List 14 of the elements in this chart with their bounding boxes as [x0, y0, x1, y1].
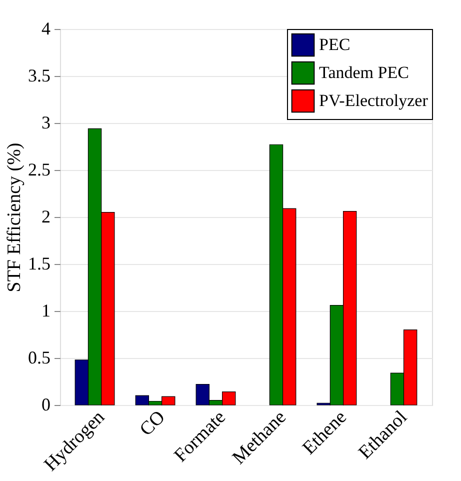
- y-tick-label: 2: [42, 206, 50, 226]
- legend-label: PV-Electrolyzer: [319, 91, 428, 110]
- y-tick-label: 2.5: [28, 160, 50, 180]
- y-tick-label: 0.5: [28, 348, 50, 368]
- legend-label: PEC: [319, 35, 350, 54]
- y-tick-label: 3.5: [28, 66, 50, 86]
- y-tick-label: 3: [42, 112, 50, 132]
- y-tick-label: 4: [42, 18, 50, 38]
- x-tick-label: CO: [136, 406, 170, 440]
- y-axis-title: STF Efficiency (%): [4, 142, 25, 292]
- y-tick-label: 1: [42, 300, 50, 320]
- y-tick-label: 1.5: [28, 254, 50, 274]
- legend-label: Tandem PEC: [319, 63, 409, 82]
- y-tick-label: 0: [42, 394, 50, 414]
